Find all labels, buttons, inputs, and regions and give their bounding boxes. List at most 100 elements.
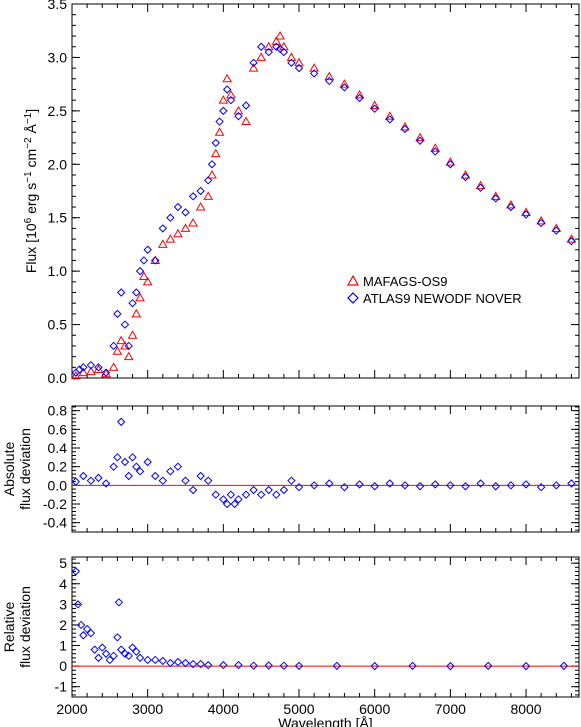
data-point-triangle (112, 346, 123, 355)
data-point-diamond (279, 661, 289, 670)
plot-frame (71, 556, 580, 698)
y-tick-label: -0.2 (43, 496, 67, 512)
data-point-diamond (120, 457, 130, 467)
y-tick-label: 3.0 (48, 49, 68, 65)
data-point-diamond (279, 485, 289, 495)
data-point-diamond (219, 106, 228, 116)
data-point-diamond (249, 661, 258, 670)
data-point-diamond (128, 453, 137, 462)
data-point-diamond (113, 453, 122, 462)
data-point-triangle (135, 292, 145, 302)
data-point-diamond (309, 481, 319, 490)
data-point-diamond (536, 218, 546, 228)
data-point-diamond (234, 111, 243, 121)
data-point-diamond (135, 467, 145, 476)
data-point-diamond (370, 482, 379, 491)
data-point-diamond (264, 485, 273, 495)
data-point-triangle (475, 180, 486, 190)
data-point-diamond (204, 660, 213, 670)
data-point-diamond (76, 620, 86, 630)
data-point-diamond (294, 63, 304, 73)
data-point-diamond (521, 661, 531, 671)
data-point-triangle (218, 95, 229, 104)
data-point-triangle (551, 223, 562, 232)
data-point-diamond (116, 288, 126, 297)
y-tick-label: 0.0 (48, 477, 68, 493)
data-point-diamond (181, 208, 190, 217)
data-point-diamond (166, 213, 175, 222)
data-point-triangle (157, 239, 168, 248)
data-point-diamond (113, 309, 122, 319)
data-point-diamond (287, 58, 296, 67)
y-tick-label: 0.2 (48, 459, 68, 475)
data-point-triangle (233, 105, 244, 115)
data-point-diamond (325, 76, 334, 86)
data-point-diamond (400, 124, 410, 134)
y-tick-label: 4 (59, 576, 67, 592)
data-point-diamond (491, 194, 500, 203)
plot-frame (71, 3, 580, 379)
data-point-diamond (113, 633, 122, 642)
data-point-diamond (188, 485, 198, 495)
data-point-triangle (271, 36, 282, 45)
data-point-diamond (173, 462, 183, 471)
data-point-diamond (340, 83, 349, 92)
data-point-triangle (203, 191, 214, 200)
y-tick-label: 3 (59, 596, 67, 612)
data-point-triangle (415, 132, 425, 142)
legend-label: MAFAGS-OS9 (363, 274, 448, 289)
panel-2: -1 0 1 2 3 4 5 Relative flux deviation 2000 3000 40… (1, 555, 580, 727)
series-atlas9-0 (71, 42, 576, 377)
data-point-triangle (188, 218, 198, 227)
data-point-diamond (215, 117, 224, 126)
data-point-diamond (101, 368, 111, 377)
data-point-diamond (120, 320, 130, 329)
data-point-diamond (219, 660, 228, 670)
data-point-triangle (70, 370, 81, 380)
data-point-diamond (196, 659, 205, 669)
data-point-diamond (173, 657, 183, 667)
data-point-diamond (272, 42, 281, 51)
data-point-triangle (460, 169, 471, 179)
data-point-diamond (94, 653, 103, 663)
data-point-diamond (109, 651, 118, 661)
data-point-diamond (151, 471, 160, 481)
legend: MAFAGS-OS9 ATLAS9 NEWODF NOVER (346, 274, 522, 306)
data-point-diamond (151, 655, 160, 665)
data-point-triangle (86, 366, 96, 376)
data-point-triangle (294, 57, 304, 67)
data-point-diamond (86, 628, 96, 638)
data-point-triangle (207, 169, 217, 179)
data-point-diamond (158, 476, 168, 485)
data-point-triangle (241, 116, 251, 126)
data-point-diamond (483, 661, 493, 671)
data-point-diamond (135, 653, 145, 663)
data-point-triangle (120, 340, 130, 350)
data-point-diamond (173, 202, 183, 212)
y-tick-label: 0.5 (48, 317, 68, 333)
data-point-diamond (124, 651, 133, 661)
data-point-triangle (127, 330, 138, 339)
data-point-diamond (536, 482, 546, 492)
data-point-diamond (120, 649, 130, 658)
data-point-diamond (559, 661, 569, 671)
data-point-diamond (446, 481, 455, 490)
data-point-diamond (370, 104, 379, 113)
data-point-triangle (354, 89, 365, 99)
data-point-diamond (75, 365, 84, 374)
data-point-diamond (116, 645, 126, 654)
x-tick-label: 3000 (132, 701, 163, 717)
data-point-diamond (105, 655, 115, 665)
data-point-triangle (275, 31, 285, 40)
data-point-triangle (195, 202, 206, 211)
data-point-diamond (188, 192, 198, 201)
data-point-triangle (256, 52, 267, 61)
data-point-diamond (166, 467, 175, 476)
data-point-diamond (294, 482, 304, 492)
data-point-diamond (219, 495, 228, 504)
data-point-diamond (567, 237, 576, 246)
data-point-diamond (340, 482, 349, 492)
data-point-diamond (446, 661, 455, 671)
data-point-diamond (264, 661, 273, 670)
